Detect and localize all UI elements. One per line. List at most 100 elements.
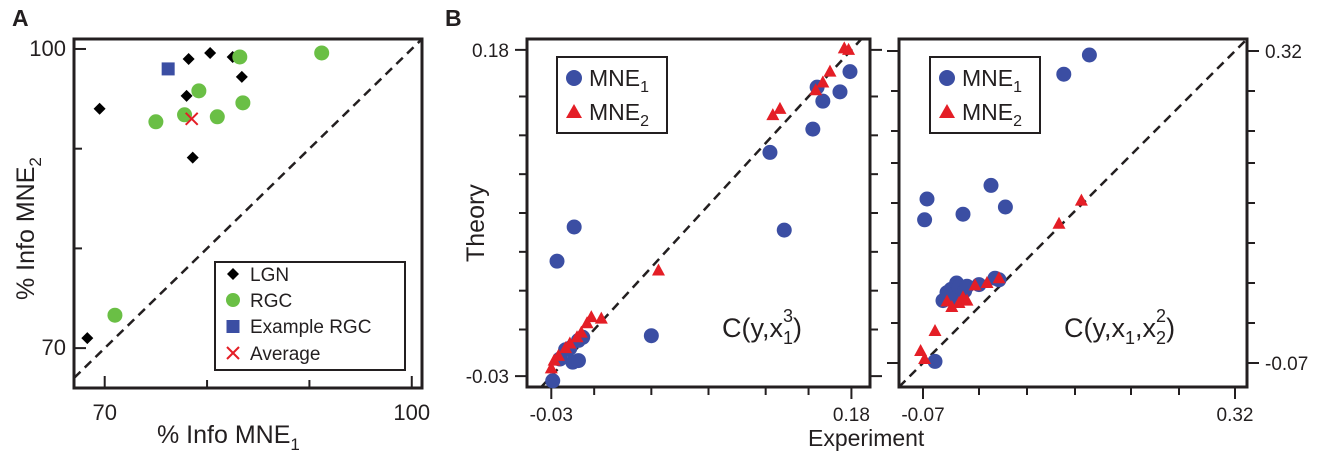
- annotation-left-sup: 3: [783, 306, 793, 326]
- legend-label-mne2: MNE2: [962, 99, 1022, 130]
- annotation-right-sub1: 1: [1125, 328, 1135, 348]
- data-point-lgn: [81, 332, 94, 345]
- data-point-mne2: [574, 325, 588, 338]
- data-point-mne1: [919, 191, 935, 207]
- data-point-mne2: [651, 263, 665, 276]
- data-point-lgn: [204, 46, 217, 59]
- data-point-mne2: [594, 311, 608, 324]
- panel-b-left-points: [544, 41, 858, 389]
- data-point-average: [184, 112, 199, 126]
- data-point-mne2: [563, 336, 577, 349]
- panel-b-right-points: [914, 47, 1097, 369]
- data-point-mne2: [773, 101, 787, 114]
- data-point-mne2: [968, 278, 982, 291]
- panel-b-left: -0.03 0.18-0.030.18 Theory C(y,x13) MNE1 …: [462, 37, 882, 426]
- data-point-mne2: [544, 361, 558, 374]
- data-point-mne2: [842, 42, 856, 55]
- panel-b-left-tick-labels: -0.03 0.18 -0.03 0.18: [466, 41, 870, 426]
- panel-b-x-axis-label: Experiment: [808, 425, 925, 451]
- data-point-mne2: [823, 64, 837, 77]
- panel-a-tick-labels: 70 100 70 100: [29, 36, 430, 425]
- panel-b-right-ticks: [887, 50, 1259, 399]
- x-tick-label: -0.07: [901, 405, 944, 426]
- data-point-mne2: [1052, 216, 1066, 229]
- panel-b-right-frame: [897, 37, 1249, 389]
- annotation-left-end: ): [793, 313, 802, 343]
- y-tick-label: 0.32: [1265, 42, 1302, 63]
- annotation-right-mid: ,x: [1135, 313, 1157, 343]
- legend-triangle-icon: [939, 104, 955, 118]
- panel-a-y-label-sub: 2: [26, 157, 45, 166]
- data-point-mne2: [584, 310, 598, 323]
- legend-mne2-main: MNE: [589, 99, 640, 125]
- annotation-left-main: C(y,x: [722, 313, 783, 343]
- data-point-mne1: [983, 177, 999, 193]
- legend-square-icon: [226, 320, 240, 333]
- data-point-mne1: [1056, 66, 1072, 82]
- panel-b-left-annotation: C(y,x13): [722, 306, 802, 348]
- panel-a-x-label-sub: 1: [290, 435, 299, 454]
- panel-a-frame: [72, 37, 424, 390]
- data-point-mne1: [545, 373, 561, 389]
- panel-a-x-label-main: % Info MNE: [157, 421, 290, 449]
- data-point-mne2: [960, 293, 974, 306]
- data-point-mne2: [918, 352, 932, 364]
- legend-circle-icon: [226, 293, 240, 307]
- data-point-mne1: [643, 328, 659, 344]
- legend-mne1-sub: 1: [1013, 79, 1022, 96]
- data-point-rgc: [107, 307, 123, 323]
- legend-mne1-main: MNE: [962, 65, 1013, 91]
- data-point-mne1: [1081, 47, 1097, 63]
- data-point-mne1: [927, 353, 943, 369]
- data-point-mne2: [580, 316, 594, 329]
- data-point-mne2: [945, 300, 959, 312]
- data-point-lgn: [186, 151, 199, 164]
- data-point-mne2: [992, 271, 1006, 284]
- data-point-lgn: [93, 102, 106, 115]
- y-tick-label: 70: [42, 335, 66, 360]
- annotation-left-sub: 1: [783, 328, 793, 348]
- data-point-rgc: [209, 109, 225, 125]
- diagonal-reference-line: [540, 38, 863, 388]
- panel-b-right: -0.07 0.32-0.070.32 Experiment C(y,x1,x22…: [808, 37, 1308, 451]
- legend-label-mne2: MNE2: [589, 99, 649, 130]
- data-point-rgc: [148, 114, 164, 130]
- legend-mne2-sub: 2: [640, 113, 649, 130]
- annotation-right-end: ): [1166, 313, 1175, 343]
- legend-mne2-sub: 2: [1013, 113, 1022, 130]
- panel-a-x-axis-label: % Info MNE1: [157, 421, 300, 454]
- panel-b-right-annotation: C(y,x1,x22): [1064, 306, 1175, 348]
- annotation-right-main: C(y,x: [1064, 313, 1125, 343]
- legend-mne1-sub: 1: [640, 79, 649, 96]
- panel-a-y-axis-label: % Info MNE2: [12, 157, 45, 300]
- panel-label-a: A: [12, 5, 29, 31]
- legend-x-icon: [226, 346, 240, 360]
- panel-b-right-reference-line: [898, 38, 1248, 388]
- data-point-mne2: [816, 75, 830, 88]
- data-point-lgn: [182, 52, 195, 65]
- legend-label-lgn: LGN: [250, 265, 289, 286]
- data-point-mne1: [917, 212, 933, 228]
- data-point-mne1: [549, 253, 565, 269]
- data-point-rgc: [177, 107, 193, 123]
- panel-b-right-legend: MNE1 MNE2: [929, 56, 1041, 134]
- x-tick-label: 0.32: [1217, 405, 1254, 426]
- data-point-mne2: [1074, 193, 1088, 206]
- legend-label-example-rgc: Example RGC: [250, 317, 371, 338]
- data-point-mne2: [809, 83, 823, 96]
- legend-frame: [929, 56, 1041, 134]
- data-point-mne1: [570, 353, 586, 369]
- data-point-lgn: [180, 89, 193, 102]
- panel-a-ticks: [74, 47, 413, 388]
- annotation-right-sup: 2: [1156, 306, 1166, 326]
- data-point-mne2: [980, 276, 994, 288]
- data-point-mne1: [832, 84, 848, 100]
- data-point-mne1: [997, 199, 1013, 215]
- legend-circle-icon: [566, 70, 582, 86]
- panel-a-reference-line: [73, 38, 423, 379]
- y-tick-label: -0.07: [1265, 354, 1308, 375]
- panel-label-b: B: [445, 5, 462, 31]
- data-point-mne2: [551, 348, 565, 361]
